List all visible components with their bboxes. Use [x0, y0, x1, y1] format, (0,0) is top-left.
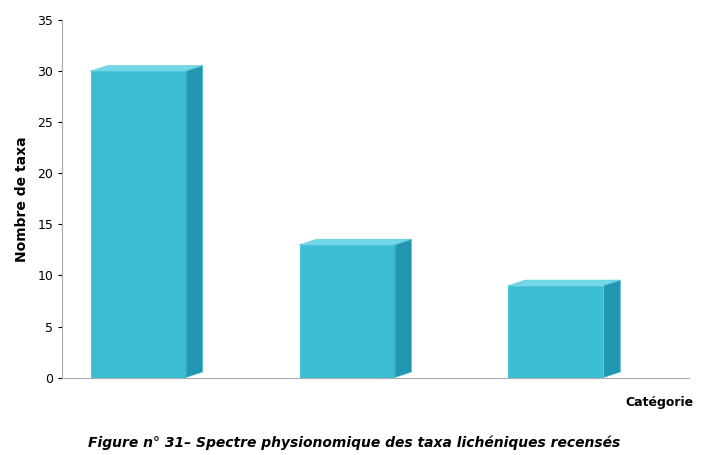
- Polygon shape: [394, 239, 411, 378]
- Bar: [299, 245, 394, 378]
- Polygon shape: [508, 280, 620, 286]
- Polygon shape: [185, 66, 202, 378]
- Polygon shape: [603, 280, 620, 378]
- Bar: [508, 286, 603, 378]
- Y-axis label: Nombre de taxa: Nombre de taxa: [15, 136, 29, 262]
- Text: Catégorie: Catégorie: [625, 395, 694, 409]
- Text: Figure n° 31– Spectre physionomique des taxa lichéniques recensés: Figure n° 31– Spectre physionomique des …: [88, 436, 620, 450]
- Polygon shape: [299, 239, 411, 245]
- Bar: [91, 71, 185, 378]
- Polygon shape: [91, 66, 202, 71]
